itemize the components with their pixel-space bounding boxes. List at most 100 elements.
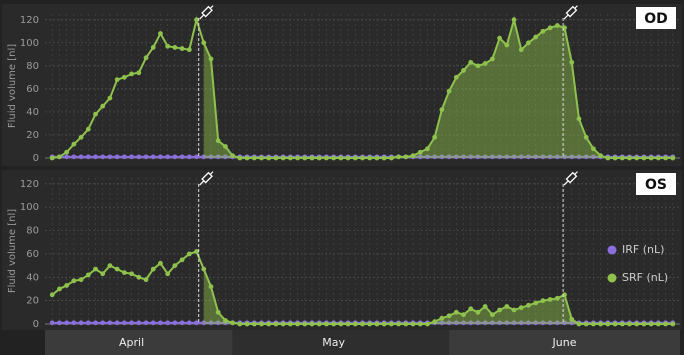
point: [461, 320, 466, 326]
point: [208, 154, 214, 160]
point: [504, 320, 510, 326]
point: [475, 309, 481, 315]
point: [497, 35, 503, 41]
point: [158, 31, 163, 36]
y-tick-label: 60: [26, 249, 39, 260]
point: [309, 155, 315, 161]
point: [222, 318, 228, 323]
point: [497, 307, 503, 313]
panel-label-box: [636, 7, 676, 29]
legend-marker: [607, 245, 617, 255]
point: [57, 286, 62, 292]
point: [150, 45, 156, 50]
point: [143, 55, 149, 61]
point: [201, 154, 207, 160]
y-axis-label: Fluid volume [nl]: [7, 44, 18, 128]
point: [107, 263, 113, 268]
point: [121, 74, 127, 80]
point: [554, 23, 560, 28]
point: [547, 297, 553, 302]
syringe-needle: [199, 180, 205, 186]
point: [107, 95, 113, 101]
point: [49, 155, 55, 161]
point: [569, 154, 575, 160]
point: [526, 40, 531, 46]
point: [331, 155, 337, 161]
point: [150, 266, 156, 272]
point: [331, 321, 337, 327]
point: [648, 321, 654, 327]
point: [453, 320, 459, 326]
point: [598, 153, 604, 159]
point: [150, 154, 156, 160]
syringe-needle: [563, 180, 569, 186]
point: [57, 320, 62, 326]
point: [634, 155, 640, 161]
point: [403, 154, 409, 160]
point: [504, 304, 510, 309]
point: [468, 59, 474, 65]
point: [425, 154, 430, 160]
point: [93, 154, 98, 160]
point: [172, 45, 178, 50]
syringe-needle: [199, 14, 205, 20]
point: [100, 154, 106, 160]
point: [526, 154, 531, 160]
point: [432, 154, 438, 160]
point: [302, 155, 308, 161]
syringe-icon: [563, 171, 578, 186]
point: [641, 155, 647, 161]
point: [107, 320, 113, 326]
point: [576, 116, 582, 122]
point: [482, 154, 488, 160]
point: [215, 320, 221, 326]
legend-marker: [607, 273, 617, 283]
point: [324, 155, 329, 161]
point: [107, 154, 113, 160]
point: [208, 320, 214, 326]
area: [203, 269, 673, 324]
panel-label: OS: [645, 177, 667, 193]
point: [670, 321, 676, 327]
point: [554, 154, 560, 160]
syringe-plunger: [209, 171, 214, 175]
point: [655, 155, 661, 161]
point: [446, 313, 452, 319]
point: [453, 309, 459, 315]
x-tick-label: April: [119, 336, 144, 349]
point: [57, 154, 62, 160]
y-tick-label: 20: [26, 296, 39, 307]
point: [64, 320, 70, 326]
point: [71, 141, 77, 147]
point: [64, 154, 70, 160]
point: [396, 321, 401, 327]
point: [273, 155, 279, 161]
syringe-needle: [563, 14, 569, 20]
point: [129, 320, 134, 326]
point: [569, 320, 575, 326]
y-tick-label: 60: [26, 84, 39, 95]
point: [237, 321, 243, 327]
point: [547, 320, 553, 326]
point: [663, 155, 668, 161]
point: [93, 320, 98, 326]
point: [388, 321, 394, 327]
point: [612, 321, 618, 327]
point: [439, 320, 445, 326]
point: [165, 154, 171, 160]
point: [259, 155, 264, 161]
point: [446, 154, 452, 160]
syringe-plunger: [574, 5, 578, 9]
point: [172, 263, 178, 268]
point: [518, 305, 524, 311]
area: [203, 19, 673, 159]
point: [266, 321, 272, 327]
point: [518, 154, 524, 160]
point: [540, 298, 546, 304]
point: [511, 17, 517, 23]
point: [208, 284, 214, 290]
point: [504, 154, 510, 160]
point: [504, 42, 510, 48]
point: [129, 71, 134, 77]
point: [388, 155, 394, 161]
